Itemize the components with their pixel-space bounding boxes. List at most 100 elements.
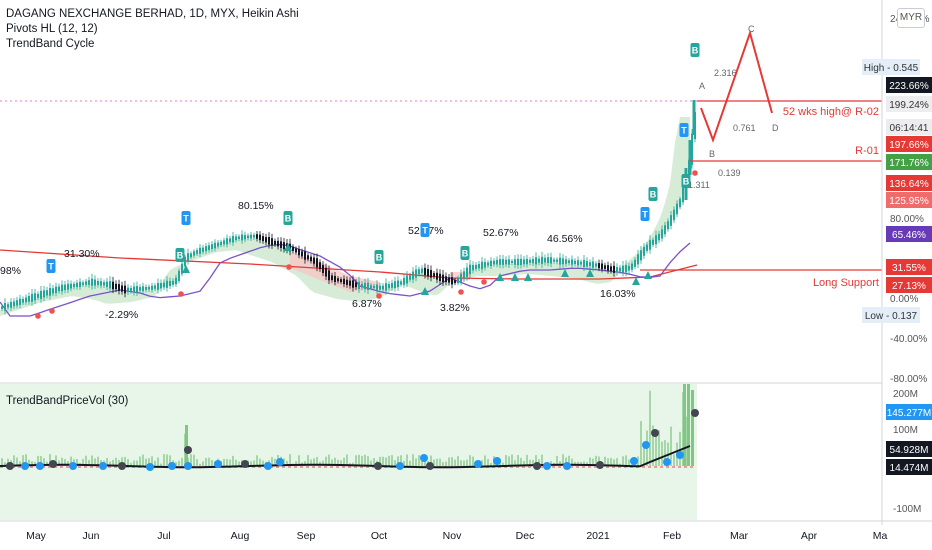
candle-body: [688, 140, 692, 175]
candle-body: [670, 215, 672, 226]
sell-signal-letter: T: [681, 126, 687, 136]
candle-body: [613, 265, 615, 273]
sell-signal-letter: T: [422, 226, 428, 236]
volume-bar: [262, 460, 264, 466]
candle-body: [538, 258, 540, 263]
volume-bar-neg: [78, 466, 81, 468]
pivot-low-triangle: [511, 273, 519, 281]
volume-bar: [592, 458, 594, 466]
volume-bar: [199, 463, 201, 466]
volume-indicator-label[interactable]: TrendBandPriceVol (30): [6, 395, 129, 407]
candle-body: [553, 259, 555, 262]
candle-body: [406, 275, 408, 284]
candle-body: [421, 268, 423, 273]
candle-body: [49, 288, 51, 296]
pivot-dot: [286, 264, 292, 270]
volume-bar: [40, 456, 42, 466]
volume-bar: [523, 460, 525, 466]
volume-bar: [64, 459, 66, 466]
volume-bar: [409, 460, 411, 466]
percent-annotation: 3.82%: [440, 302, 470, 314]
candle-body: [691, 133, 693, 165]
candle-body: [253, 234, 255, 238]
volume-bar-neg: [654, 466, 657, 468]
volume-bar: [565, 457, 567, 466]
volume-bar-neg: [672, 466, 675, 468]
volume-bar: [25, 454, 27, 466]
volume-bar: [490, 462, 492, 466]
volume-bar: [97, 456, 99, 466]
volume-panel[interactable]: [0, 384, 699, 520]
candle-body: [94, 279, 96, 286]
candle-body: [310, 256, 312, 262]
candle-body: [244, 234, 246, 240]
percent-annotation: 6.87%: [352, 298, 382, 310]
volume-bar: [406, 454, 408, 466]
volume-bar: [202, 461, 204, 466]
volume-dot: [663, 458, 671, 466]
volume-bar: [286, 460, 288, 466]
currency-button[interactable]: MYR: [897, 8, 925, 28]
volume-dot: [146, 463, 154, 471]
volume-bar: [67, 461, 69, 466]
candle-body: [364, 282, 366, 290]
volume-bar: [271, 457, 273, 466]
sell-signal-badge: [640, 207, 650, 221]
candle-body: [610, 266, 612, 271]
volume-bar: [670, 426, 672, 466]
volume-price-label: 14.474M: [890, 463, 929, 474]
volume-bar-neg: [570, 466, 573, 468]
volume-bar-neg: [372, 466, 375, 468]
candle-body: [268, 236, 270, 245]
x-tick-label: Apr: [801, 530, 818, 542]
main-price-panel[interactable]: 52 wks high@ R-02 R-01 Long Support A B …: [0, 24, 882, 321]
projection-point-d: D: [772, 123, 779, 133]
candle-body: [424, 267, 426, 275]
volume-bar: [568, 455, 570, 466]
volume-bar: [595, 455, 597, 466]
volume-bar-neg: [588, 466, 591, 468]
candle-body: [505, 259, 507, 265]
sell-signal-badge: [679, 123, 689, 137]
legend: DAGANG NEXCHANGE BERHAD, 1D, MYX, Heikin…: [6, 7, 299, 52]
price-label: 65.46%: [892, 230, 926, 241]
legend-pivots-indicator[interactable]: Pivots HL (12, 12): [6, 23, 98, 35]
time-axis[interactable]: May Jun Jul Aug Sep Oct Nov Dec 2021 Feb Mar Apr Ma: [26, 530, 887, 542]
volume-bar: [112, 459, 114, 466]
y-tick-minus40: -40.00%: [890, 334, 927, 345]
volume-bar-neg: [330, 466, 333, 468]
x-tick-label: Jul: [157, 530, 170, 542]
volume-bar-neg: [282, 466, 285, 468]
volume-bar: [535, 455, 537, 466]
candle-body: [433, 273, 435, 277]
candle-body: [82, 282, 84, 286]
volume-bar-neg: [318, 466, 321, 468]
volume-bar-neg: [522, 466, 525, 468]
volume-bar-neg: [348, 466, 351, 468]
price-label: High - 0.545: [864, 63, 919, 74]
volume-dot: [630, 457, 638, 465]
volume-bar-neg: [276, 466, 279, 468]
volume-bar-neg: [60, 466, 63, 468]
candle-body: [484, 262, 486, 268]
legend-trendband-indicator[interactable]: TrendBand Cycle: [6, 38, 95, 50]
candle-body: [655, 235, 657, 245]
volume-bar: [649, 390, 651, 466]
buy-signal-letter: B: [462, 249, 469, 259]
percent-annotation: 98%: [0, 265, 21, 277]
candle-body: [184, 256, 186, 267]
volume-bar-neg: [336, 466, 339, 468]
candle-body: [460, 273, 462, 282]
volume-price-label-bg: [886, 441, 932, 457]
x-tick-label: Aug: [231, 530, 250, 542]
candle-body: [58, 286, 60, 292]
candle-body: [409, 275, 411, 280]
volume-bar: [229, 459, 231, 466]
candle-body: [391, 282, 393, 288]
volume-bar: [46, 461, 48, 466]
volume-bar-neg: [288, 466, 291, 468]
volume-dot: [420, 454, 428, 462]
volume-bar: [190, 454, 192, 466]
